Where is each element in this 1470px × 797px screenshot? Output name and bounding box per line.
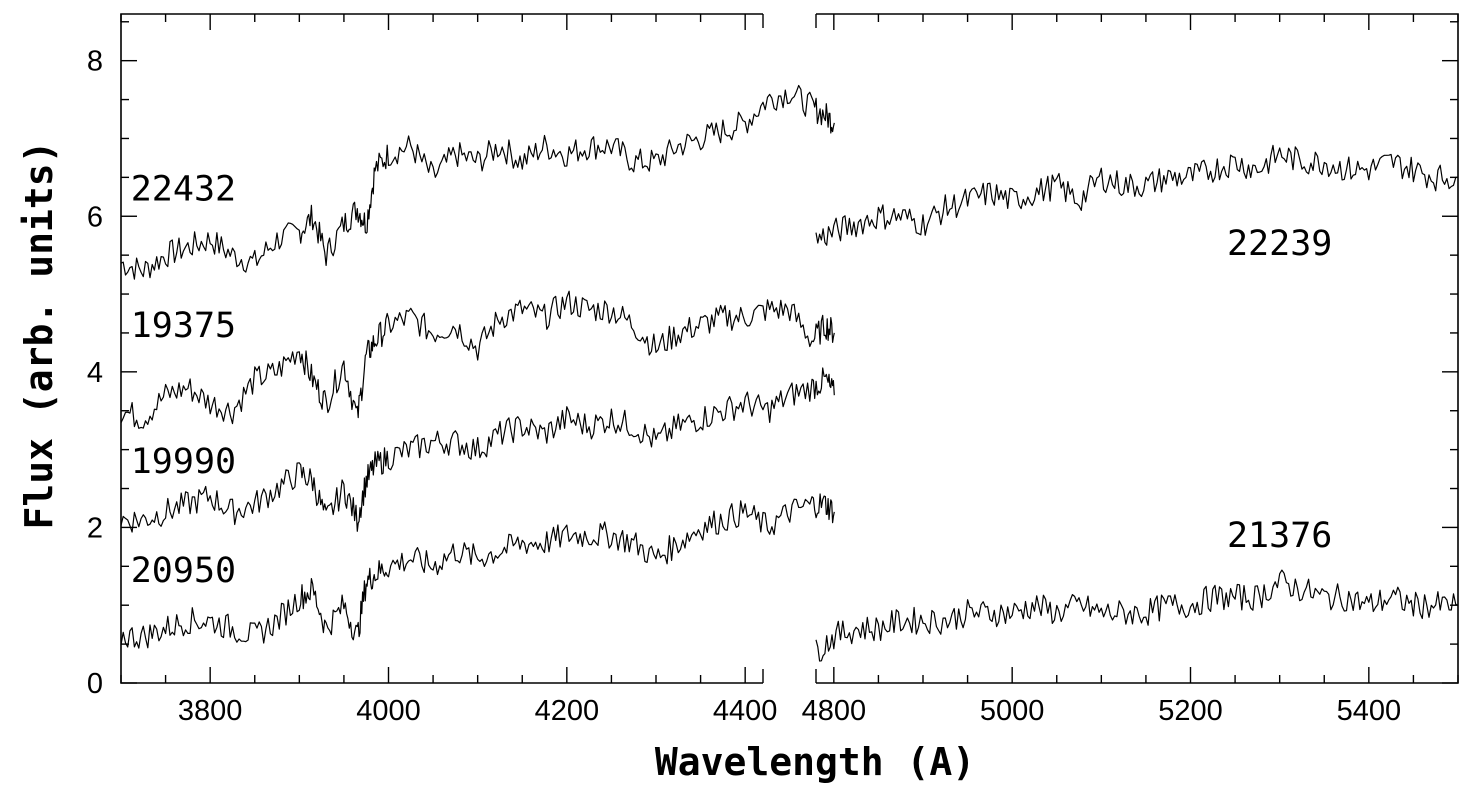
x-tick-label: 4800 [802, 695, 867, 727]
spectrum-22239 [815, 144, 1459, 246]
spectrum-label-20950: 20950 [131, 551, 236, 591]
y-tick-label: 4 [87, 357, 103, 389]
frame-left [120, 13, 763, 684]
y-tick-label: 2 [87, 512, 103, 544]
spectrum-label-22239: 22239 [1227, 224, 1332, 264]
spectrum-20950 [120, 493, 835, 649]
spectra-series [120, 84, 1459, 662]
spectrum-labels: 22432 19375 19990 20950 22239 21376 [131, 170, 1333, 591]
spectrum-19375 [120, 290, 835, 429]
x-tick-label: 4200 [535, 695, 600, 727]
y-axis-title: Flux (arb. units) [17, 141, 61, 530]
x-axis-title: Wavelength (A) [655, 740, 975, 784]
axis-ticks: 3800 4000 4200 4400 4800 5000 5200 5400 0 2 4 6 8 [87, 14, 1459, 727]
spectrum-label-19990: 19990 [131, 442, 236, 482]
x-tick-label: 3800 [178, 695, 243, 727]
spectrum-label-22432: 22432 [131, 170, 236, 210]
y-tick-label: 6 [87, 201, 103, 233]
spectrum-label-19375: 19375 [131, 306, 236, 346]
spectrum-label-21376: 21376 [1227, 516, 1332, 556]
plot-frame [120, 13, 1459, 684]
frame-right [816, 13, 1459, 684]
y-tick-label: 0 [87, 668, 103, 700]
spectrum-19990 [120, 367, 835, 533]
x-tick-label: 4400 [713, 695, 778, 727]
x-tick-label: 5400 [1337, 695, 1402, 727]
spectrum-21376 [815, 569, 1459, 662]
x-tick-label: 5000 [980, 695, 1045, 727]
spectrum-22432 [120, 84, 835, 280]
y-tick-label: 8 [87, 46, 103, 78]
x-tick-label: 5200 [1158, 695, 1223, 727]
x-tick-label: 4000 [356, 695, 421, 727]
